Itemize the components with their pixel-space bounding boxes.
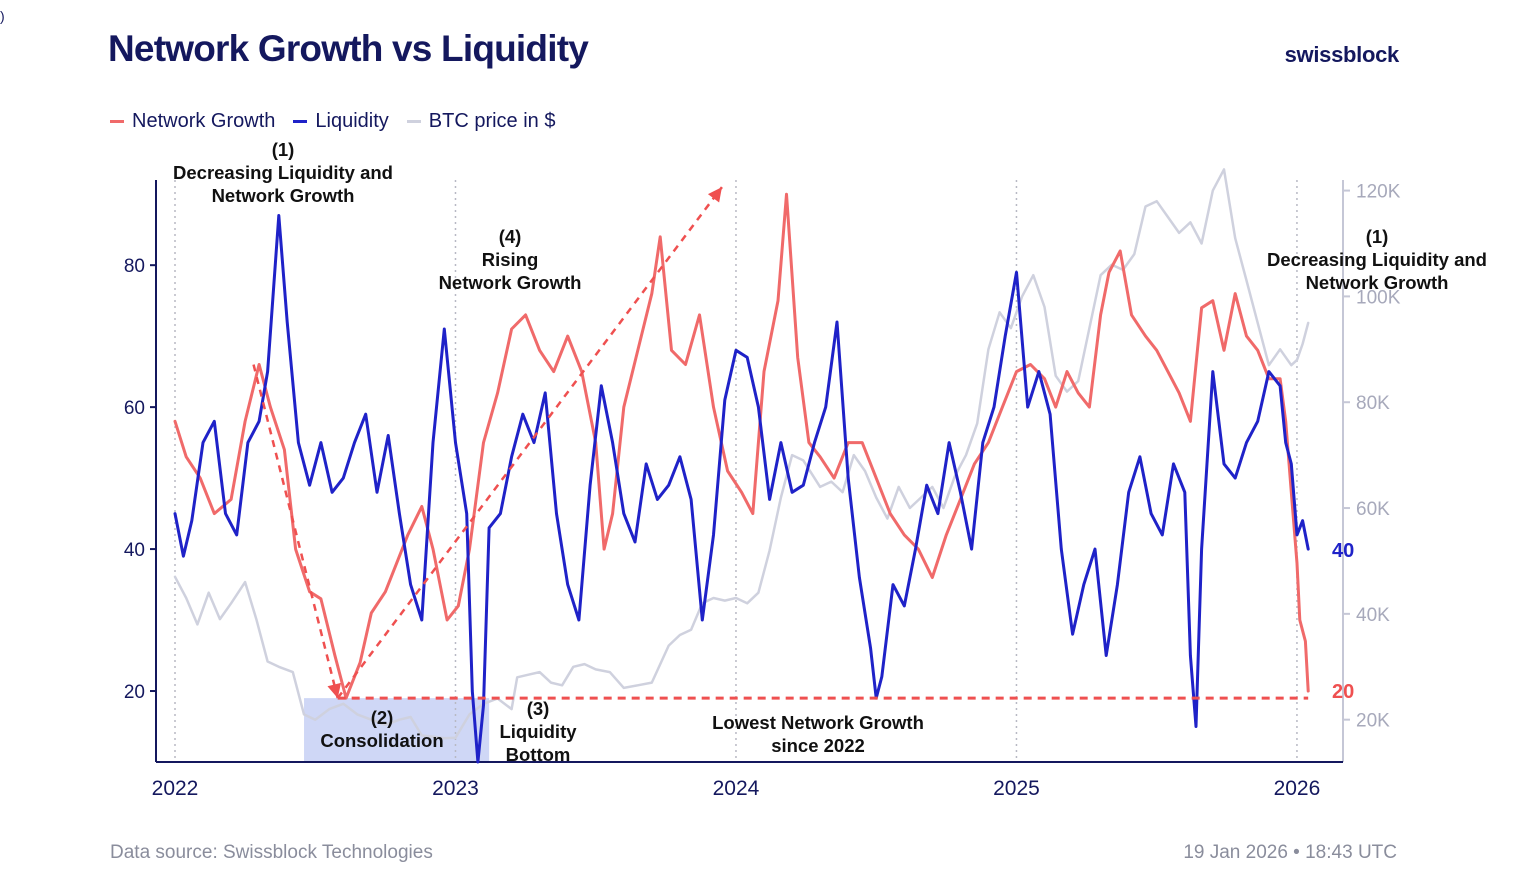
annotation-ann1-line-1: (1) [272,139,295,160]
annotation-ann5-line-2: since 2022 [771,735,865,756]
legend-item-network-growth[interactable]: Network Growth [110,110,275,133]
trend-arrowhead-1 [327,682,342,699]
annotation-ann3-line-1: (3) [527,698,550,719]
legend-label: BTC price in $ [428,110,556,132]
network-growth-end-label: 20 [1332,681,1354,703]
corner-mark: ) [0,8,5,24]
right-tick-label-120K: 120K [1356,182,1401,203]
annotation-ann5-line-1: Lowest Network Growth [712,712,924,733]
liquidity-line [173,214,1310,764]
annotation-ann4-line-3: Network Growth [439,272,582,293]
legend-item-liquidity[interactable]: Liquidity [293,110,389,133]
x-tick-label-2022: 2022 [152,777,199,800]
brand-logo: swissblock [1284,42,1400,67]
annotation-ann2-line-1: (2) [371,707,394,728]
legend-swatch-btc-price [406,120,421,123]
annotation-ann4-line-1: (4) [499,226,522,247]
liquidity-end-label: 40 [1332,540,1354,562]
legend-item-btc-price[interactable]: BTC price in $ [406,110,556,133]
right-tick-label-20K: 20K [1356,711,1390,732]
legend-swatch-network-growth [110,120,124,123]
trend-arrowhead-2 [707,187,722,203]
annotation-ann6-line-1: (1) [1366,226,1389,247]
x-tick-label-2023: 2023 [432,777,479,800]
annotation-ann3-line-3: Bottom [506,744,571,765]
annotation-ann6-line-3: Network Growth [1306,272,1449,293]
btc-price-line [173,168,1310,740]
legend-label: Network Growth [132,110,276,132]
network-growth-line [173,192,1310,700]
x-tick-label-2024: 2024 [713,777,760,800]
legend: Network Growth Liquidity BTC price in $ [110,110,555,133]
legend-label: Liquidity [315,110,389,132]
right-tick-label-100K: 100K [1356,287,1401,308]
x-tick-label-2025: 2025 [993,777,1040,800]
annotation-ann1-line-2: Decreasing Liquidity and [173,162,393,183]
annotation-ann4-line-2: Rising [482,249,539,270]
annotation-ann6-line-2: Decreasing Liquidity and [1267,249,1487,270]
right-tick-label-60K: 60K [1356,499,1390,520]
page-title: Network Growth vs Liquidity [108,28,589,69]
x-tick-label-2026: 2026 [1274,777,1321,800]
right-tick-label-80K: 80K [1356,393,1390,414]
left-tick-label-40: 40 [124,540,145,561]
timestamp: 19 Jan 2026 • 18:43 UTC [1183,842,1397,863]
data-source: Data source: Swissblock Technologies [110,842,433,863]
left-tick-label-80: 80 [124,256,145,277]
consolidation-box [304,698,490,762]
annotation-ann3-line-2: Liquidity [499,721,577,742]
left-tick-label-20: 20 [124,682,145,703]
chart-canvas: 20 40 60 80 20K 40K 60K 80K 100K 120K 2022 2023 2024… [124,139,1487,800]
trend-arrow-2 [336,186,723,699]
annotation-ann1-line-3: Network Growth [212,185,355,206]
annotation-ann2-line-2: Consolidation [320,730,443,751]
right-tick-label-40K: 40K [1356,605,1390,626]
trend-arrow-1 [252,364,339,699]
left-tick-label-60: 60 [124,398,145,419]
legend-swatch-liquidity [293,120,308,123]
